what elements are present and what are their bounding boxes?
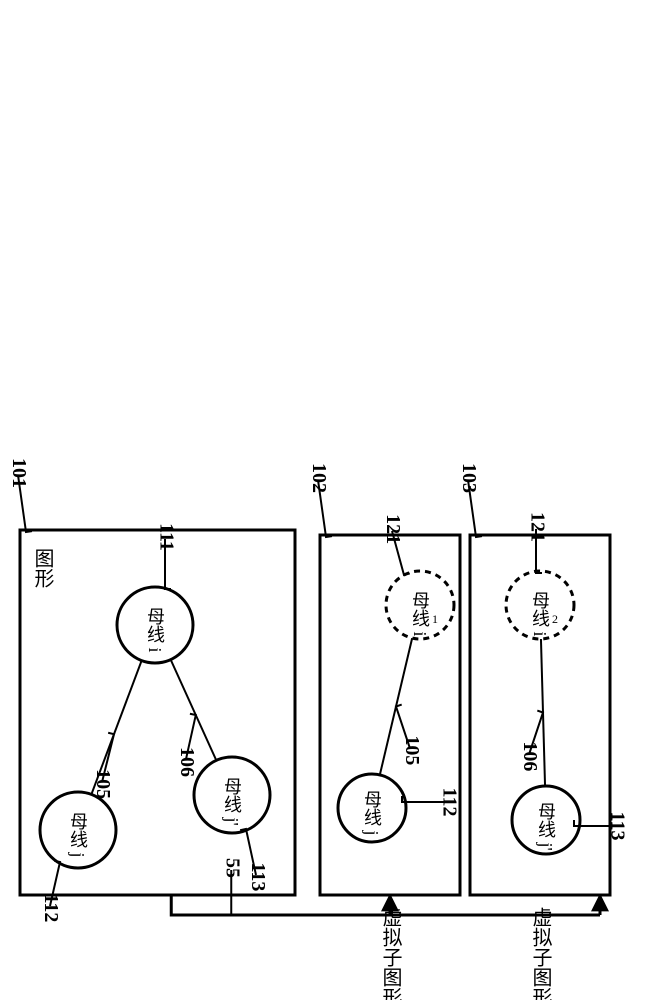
ref-121a: 121 [382,514,404,544]
ref-105b: 105 [401,735,423,765]
ref-105a: 105 [92,769,114,799]
ref-112: 112 [40,893,62,922]
label-virtual-2: 虚拟子图形 [529,907,552,1000]
ref-101: 101 [8,458,30,488]
node-label-n_j: 母线 j [68,812,88,858]
ref-106b: 106 [519,741,541,771]
ref-106a: 106 [176,747,198,777]
node-label-n_jp: 母线 j' [222,777,242,826]
ref-121b: 121 [526,512,548,542]
node-label-n_i1: 母线 i [410,591,430,637]
node-label-n_j2: 母线 j [362,790,382,836]
label-graph: 图形 [31,548,54,588]
node-sub-n_i1: 1 [432,612,438,626]
node-label-n_jp2: 母线 j' [536,802,556,851]
ref-55: 55 [222,858,244,878]
ref-103: 103 [458,463,480,493]
node-sub-n_i2: 2 [552,612,558,626]
ref-113: 113 [247,863,269,892]
label-virtual-1: 虚拟子图形 [379,907,402,1000]
node-label-n_i: 母线 i [145,607,165,653]
ref-113b: 113 [606,812,628,841]
ref-111: 111 [155,523,177,551]
edge-e_ijp [171,660,217,761]
node-label-n_i2: 母线 i [530,591,550,637]
ref-102: 102 [308,463,330,493]
ref-112b: 112 [438,788,460,817]
